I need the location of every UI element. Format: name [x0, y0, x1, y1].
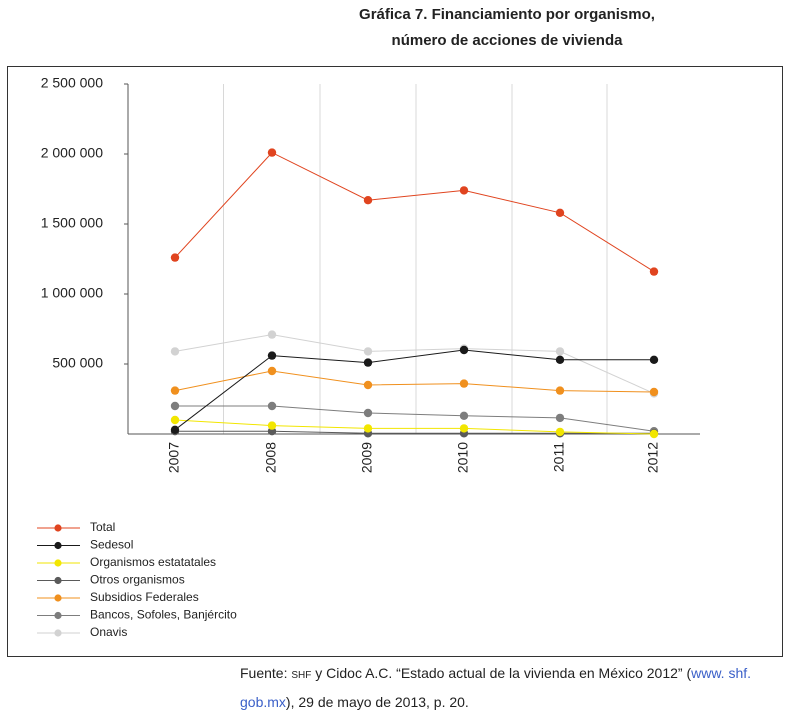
chart: Gráfica 7. Financiamiento por organismo,…	[7, 6, 783, 657]
legend-marker	[54, 524, 62, 532]
series-line	[174, 334, 655, 394]
source-text: SHF	[291, 670, 312, 681]
x-tick-label: 2010	[455, 442, 471, 473]
data-point	[555, 347, 565, 356]
source-note: Fuente: SHF y Cidoc A.C. “Estado actual …	[240, 660, 751, 716]
legend-label: Onavis	[90, 625, 127, 639]
data-point	[555, 413, 565, 423]
source-link[interactable]: gob.mx	[240, 694, 286, 710]
legend-marker	[54, 541, 62, 550]
data-point	[170, 415, 180, 425]
data-point	[363, 347, 373, 356]
data-point	[363, 196, 373, 205]
data-point	[267, 148, 277, 157]
data-point	[649, 355, 659, 364]
data-point	[555, 355, 565, 364]
legend-marker	[54, 576, 62, 585]
legend-label: Otros organismos	[90, 573, 185, 587]
source-link[interactable]: www. shf.	[691, 665, 752, 681]
y-tick-label: 2 500 000	[41, 75, 103, 91]
y-tick-label: 500 000	[52, 355, 103, 371]
data-point	[649, 387, 659, 397]
legend-marker	[54, 559, 62, 567]
data-point	[267, 401, 277, 411]
data-point	[363, 424, 373, 433]
data-point	[170, 401, 180, 411]
data-point	[459, 186, 469, 195]
series-line	[175, 430, 654, 434]
x-tick-label: 2011	[551, 442, 567, 472]
chart-title: Gráfica 7. Financiamiento por organismo,	[359, 6, 655, 23]
y-tick-label: 1 000 000	[41, 285, 103, 301]
data-point	[363, 380, 373, 390]
legend-label: Sedesol	[90, 538, 133, 552]
data-point	[267, 421, 277, 430]
chart-subtitle: número de acciones de vivienda	[392, 32, 624, 49]
data-point	[363, 408, 373, 418]
data-point	[459, 379, 469, 388]
x-tick-label: 2008	[263, 442, 279, 473]
data-point	[267, 366, 277, 376]
data-point	[649, 267, 659, 276]
legend-label: Bancos, Sofoles, Banjército	[90, 608, 237, 622]
source-text: y Cidoc A.C. “Estado actual de la vivien…	[311, 665, 692, 681]
data-point	[170, 347, 180, 356]
data-point	[555, 208, 565, 217]
y-tick-label: 1 500 000	[41, 215, 103, 231]
legend-marker	[54, 611, 62, 620]
data-point	[555, 427, 565, 437]
x-tick-label: 2009	[359, 442, 375, 473]
data-point	[267, 330, 277, 339]
legend-marker	[54, 629, 62, 637]
y-tick-label: 2 000 000	[41, 145, 103, 161]
data-point	[170, 253, 180, 262]
source-text: ), 29 de mayo de 2013, p. 20.	[285, 694, 469, 710]
data-point	[267, 351, 277, 360]
data-point	[170, 425, 180, 434]
series-line	[174, 419, 655, 435]
data-point	[363, 358, 373, 367]
legend-marker	[54, 594, 62, 602]
legend-label: Organismos estatatales	[90, 555, 216, 569]
x-tick-label: 2007	[166, 442, 182, 473]
data-point	[459, 411, 469, 420]
data-point	[459, 345, 469, 355]
series-line	[175, 405, 655, 432]
legend-label: Total	[90, 520, 115, 534]
series-line	[174, 349, 654, 431]
data-point	[649, 429, 659, 439]
data-point	[459, 424, 469, 433]
legend-label: Subsidios Federales	[90, 590, 199, 604]
data-point	[170, 386, 180, 395]
series-line	[174, 151, 655, 273]
frame	[7, 66, 783, 657]
source-text: Fuente:	[240, 665, 292, 681]
series-line	[174, 370, 655, 393]
data-point	[555, 386, 565, 395]
x-tick-label: 2012	[645, 442, 661, 473]
